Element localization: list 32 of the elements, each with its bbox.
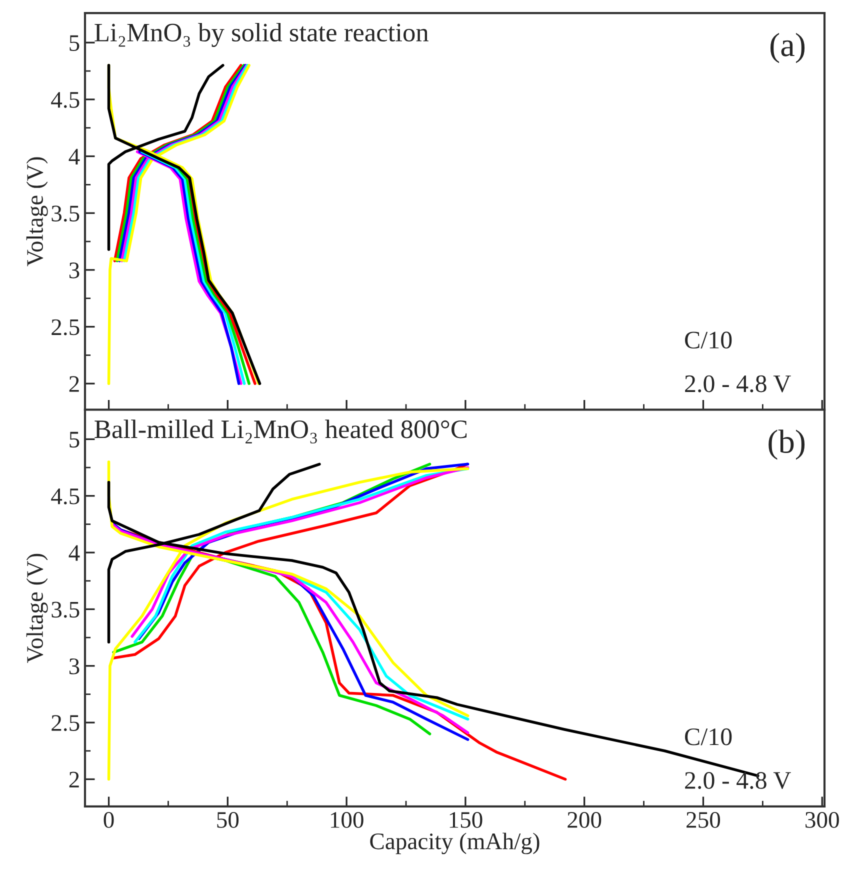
- y-tick-label: 2.5: [52, 715, 80, 732]
- x-tick-label: 150: [450, 812, 482, 828]
- y-tick-label: 3: [69, 262, 80, 278]
- y-tick-label: 4.5: [51, 488, 80, 504]
- annotation: C/10: [685, 728, 732, 746]
- y-tick-label: 3.5: [52, 602, 80, 618]
- annotation: C/10: [685, 332, 732, 349]
- chart-title: Ball-milled Li₂MnO₃ heated 800°C: [94, 420, 467, 444]
- y-tick-label: 4: [68, 148, 80, 164]
- annotation: 2.0 - 4.8 V: [685, 772, 791, 790]
- annotation: 2.0 - 4.8 V: [685, 375, 791, 392]
- x-tick-label: 0: [104, 812, 114, 828]
- y-tick-label: 4: [68, 545, 80, 561]
- y-axis-title: Voltage (V): [26, 554, 48, 664]
- x-tick-label: 100: [330, 812, 364, 828]
- y-tick-label: 2.5: [52, 319, 80, 336]
- x-tick-label: 300: [806, 812, 839, 828]
- x-tick-label: 250: [686, 812, 720, 828]
- chart-title: Li₂MnO₃ by solid state reaction: [94, 22, 428, 47]
- y-tick-label: 5: [70, 432, 80, 448]
- y-tick-label: 3: [69, 658, 80, 674]
- y-tick-label: 4.5: [51, 92, 80, 108]
- annotation: (a): [770, 32, 805, 64]
- y-tick-label: 3.5: [52, 206, 80, 222]
- y-tick-label: 5: [70, 35, 80, 52]
- y-axis-title: Voltage (V): [26, 157, 48, 266]
- x-axis-title: Capacity (mAh/g): [370, 832, 540, 854]
- annotation: (b): [768, 430, 805, 460]
- x-tick-label: 50: [217, 812, 239, 828]
- y-tick-label: 2: [69, 772, 79, 788]
- y-tick-label: 2: [69, 376, 79, 392]
- x-tick-label: 200: [568, 812, 602, 828]
